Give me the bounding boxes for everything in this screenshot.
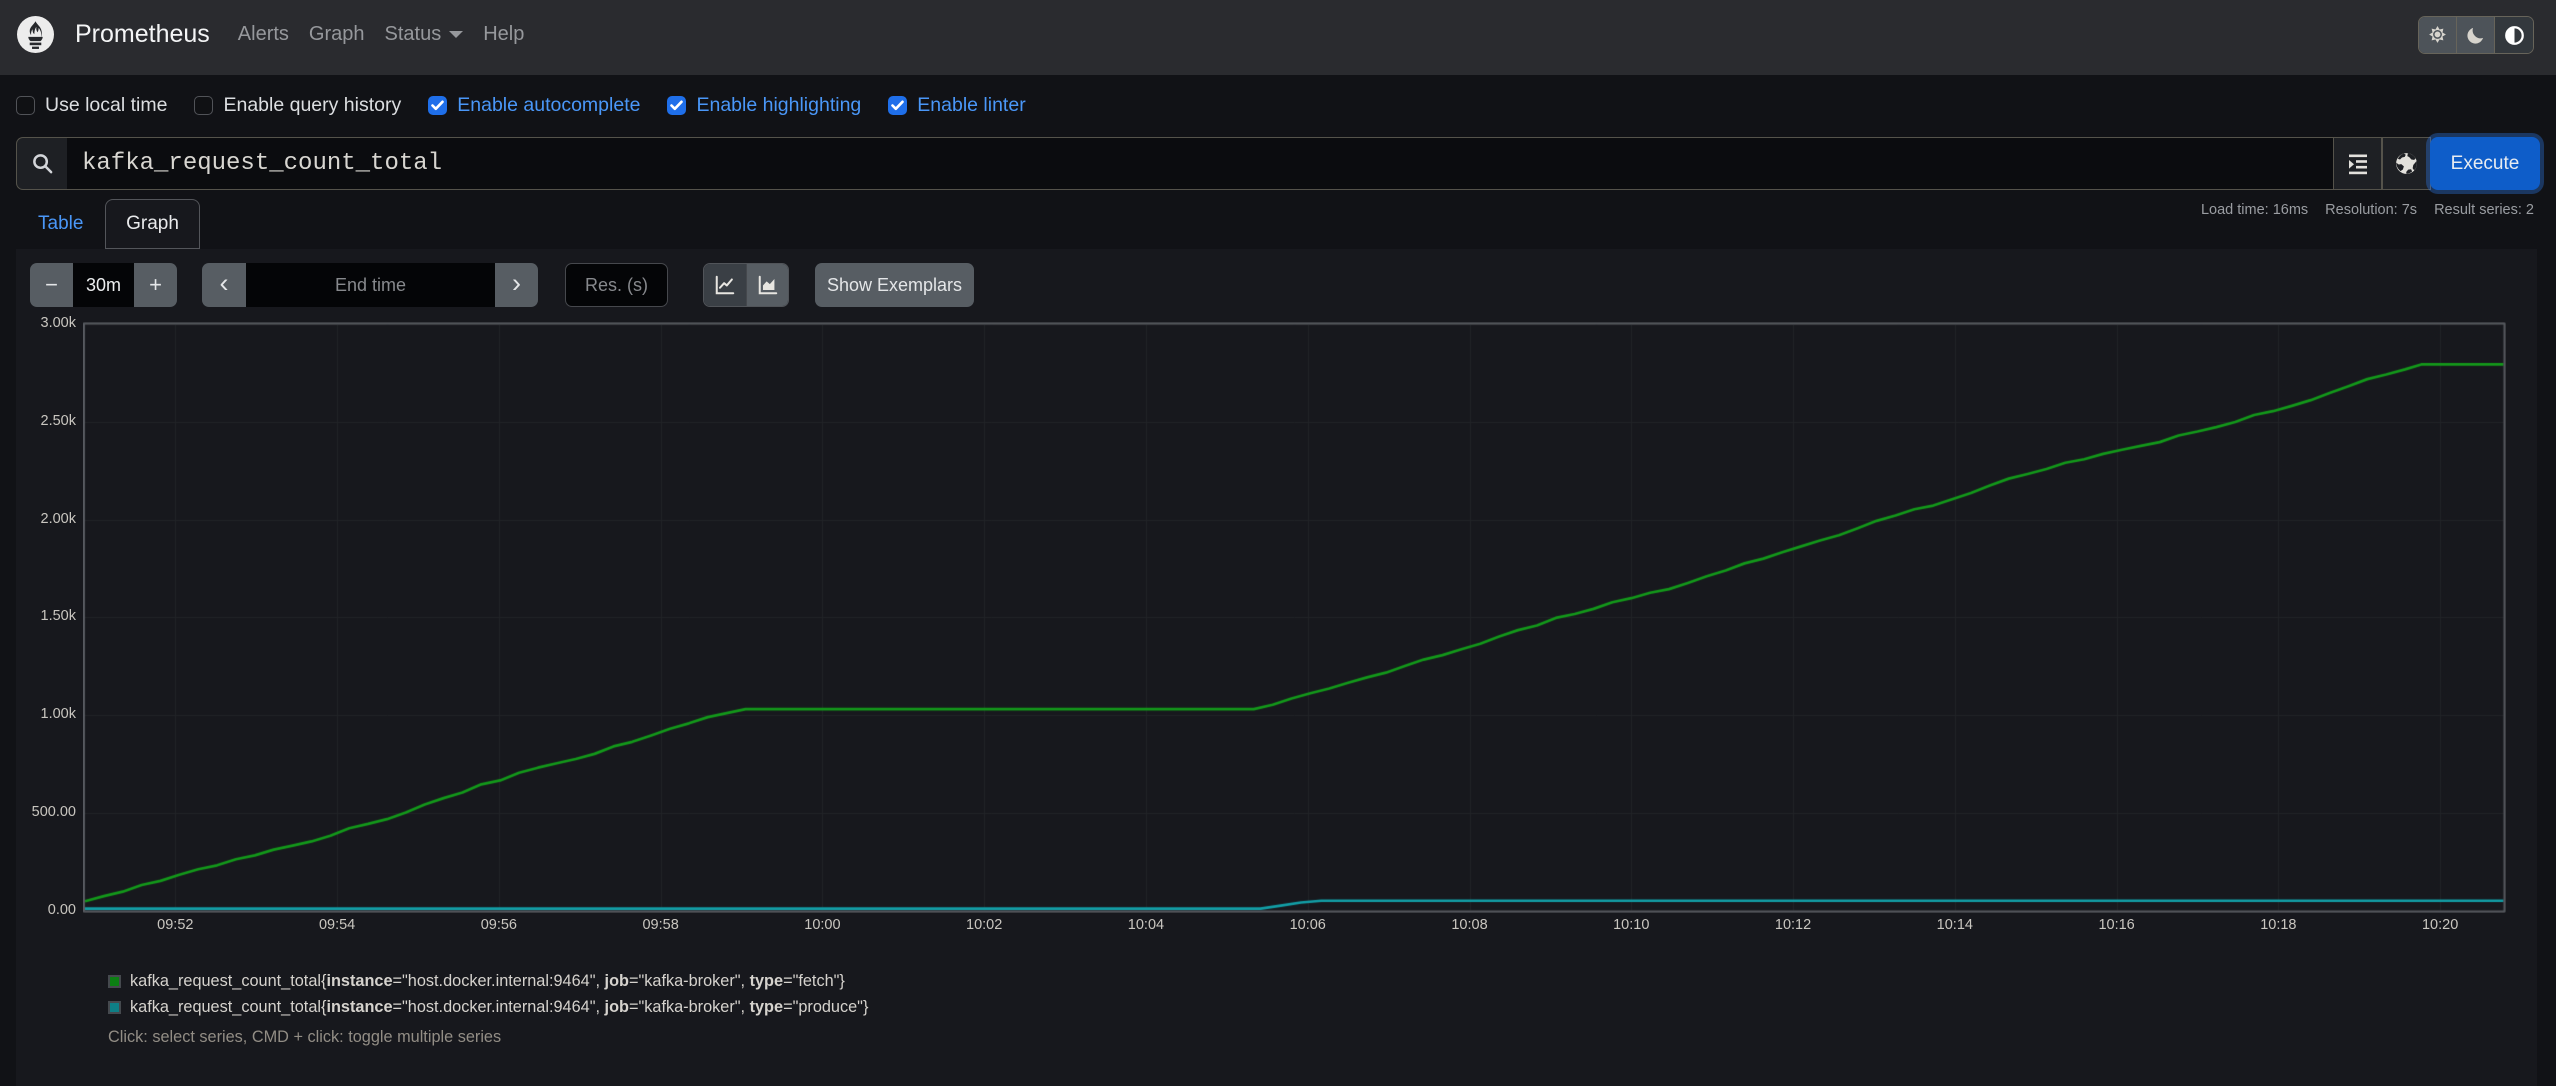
tab-table[interactable]: Table	[38, 213, 84, 234]
options-bar: Use local time Enable query history Enable…	[16, 94, 1053, 117]
theme-auto-button[interactable]	[2495, 17, 2533, 53]
app-title[interactable]: Prometheus	[75, 19, 210, 48]
option-label: Enable highlighting	[696, 94, 862, 116]
option-use-local-time[interactable]: Use local time	[16, 94, 167, 117]
end-time-input[interactable]: End time	[246, 263, 495, 307]
y-tick-label: 0.00	[47, 901, 76, 918]
prometheus-logo-icon	[17, 15, 54, 53]
option-enable-linter[interactable]: Enable linter	[888, 94, 1026, 117]
query-input[interactable]: kafka_request_count_total	[67, 137, 2333, 190]
y-tick-label: 2.50k	[40, 413, 76, 430]
legend-series-name: kafka_request_count_total{instance="host…	[130, 972, 845, 990]
tab-graph[interactable]: Graph	[105, 199, 200, 249]
y-tick-label: 2.00k	[40, 510, 76, 527]
globe-addon[interactable]	[2382, 137, 2431, 190]
graph-legend: kafka_request_count_total{instance="host…	[108, 972, 869, 1047]
chart-type-toggle	[703, 263, 789, 307]
y-tick-label: 3.00k	[40, 315, 76, 332]
y-tick-label: 1.50k	[40, 608, 76, 625]
option-enable-highlighting[interactable]: Enable highlighting	[667, 94, 861, 117]
load-time: Load time: 16ms	[2200, 202, 2309, 218]
moon-icon	[2466, 27, 2483, 44]
legend-hint: Click: select series, CMD + click: toggl…	[108, 1028, 502, 1046]
query-stats: Load time: 16ms Resolution: 7s Result se…	[2184, 199, 2534, 221]
nav-item-alerts[interactable]: Alerts	[237, 22, 289, 45]
line-chart-icon	[715, 275, 735, 295]
show-exemplars-button[interactable]: Show Exemplars	[815, 263, 975, 307]
legend-item[interactable]: kafka_request_count_total{instance="host…	[108, 972, 868, 990]
execute-button[interactable]: Execute	[2430, 137, 2540, 190]
nav-links: Alerts Graph Status Help	[228, 23, 535, 46]
endtime-group: ‹ End time ›	[202, 263, 538, 307]
x-tick-label: 10:14	[1936, 916, 1973, 933]
checkbox-checked-icon[interactable]	[667, 96, 687, 115]
x-tick-label: 10:12	[1774, 916, 1812, 933]
x-tick-label: 10:06	[1289, 916, 1326, 933]
result-series: Result series: 2	[2434, 202, 2534, 218]
graph-controls: − 30m + ‹ End time › Res. (s) Show Exemp…	[30, 263, 975, 307]
x-tick-label: 10:04	[1127, 916, 1165, 933]
x-tick-label: 10:16	[2098, 916, 2135, 933]
theme-light-button[interactable]	[2419, 17, 2457, 53]
stacked-chart-toggle[interactable]	[746, 264, 788, 306]
contrast-icon	[2504, 25, 2524, 45]
nav-item-status[interactable]: Status	[375, 23, 474, 46]
x-tick-label: 10:08	[1451, 916, 1488, 933]
x-tick-label: 09:54	[318, 916, 356, 933]
nav-item-graph[interactable]: Graph	[308, 22, 365, 45]
time-forward-button[interactable]: ›	[495, 263, 538, 307]
range-input[interactable]: 30m	[73, 263, 134, 307]
range-group: − 30m +	[30, 263, 177, 307]
theme-toggle-group	[2418, 16, 2534, 54]
checkbox-icon[interactable]	[194, 96, 214, 115]
search-addon	[16, 137, 67, 190]
metrics-explorer-addon[interactable]	[2333, 137, 2382, 190]
resolution-input[interactable]: Res. (s)	[565, 263, 668, 307]
option-enable-query-history[interactable]: Enable query history	[194, 94, 401, 117]
navbar: Prometheus Alerts Graph Status Help	[0, 0, 2556, 75]
x-tick-label: 09:56	[480, 916, 517, 933]
option-enable-autocomplete[interactable]: Enable autocomplete	[428, 94, 640, 117]
y-tick-label: 1.00k	[40, 706, 76, 723]
option-label: Enable query history	[223, 94, 402, 116]
legend-swatch	[108, 975, 121, 988]
graph-canvas[interactable]	[83, 322, 2506, 913]
option-label: Enable linter	[917, 94, 1026, 116]
theme-dark-button[interactable]	[2457, 17, 2495, 53]
checkbox-checked-icon[interactable]	[888, 96, 908, 115]
query-bar: kafka_request_count_total Execute	[16, 137, 2540, 190]
x-tick-label: 10:00	[804, 916, 841, 933]
legend-series-name: kafka_request_count_total{instance="host…	[130, 998, 869, 1016]
legend-rows: kafka_request_count_total{instance="host…	[108, 972, 869, 1016]
x-tick-label: 10:02	[966, 916, 1003, 933]
y-tick-label: 500.00	[31, 803, 76, 820]
search-icon	[32, 154, 52, 174]
metrics-explorer-icon	[2348, 154, 2367, 174]
x-tick-label: 10:10	[1613, 916, 1650, 933]
option-label: Enable autocomplete	[457, 94, 641, 116]
checkbox-icon[interactable]	[16, 96, 35, 115]
time-back-button[interactable]: ‹	[202, 263, 246, 307]
checkbox-checked-icon[interactable]	[428, 96, 448, 115]
range-decrease-button[interactable]: −	[30, 263, 73, 307]
globe-icon	[2396, 153, 2417, 174]
resolution: Resolution: 7s	[2325, 202, 2418, 218]
caret-down-icon	[449, 30, 464, 38]
legend-item[interactable]: kafka_request_count_total{instance="host…	[108, 998, 869, 1016]
nav-item-help[interactable]: Help	[483, 22, 525, 45]
line-chart-toggle[interactable]	[704, 264, 746, 306]
x-tick-label: 10:18	[2260, 916, 2297, 933]
stacked-chart-icon	[758, 275, 777, 295]
option-label: Use local time	[45, 94, 168, 116]
legend-swatch	[108, 1001, 121, 1014]
range-increase-button[interactable]: +	[134, 263, 177, 307]
x-tick-label: 09:58	[642, 916, 679, 933]
x-tick-label: 10:20	[2421, 916, 2459, 933]
sun-icon	[2429, 25, 2446, 43]
x-tick-label: 09:52	[157, 916, 194, 933]
